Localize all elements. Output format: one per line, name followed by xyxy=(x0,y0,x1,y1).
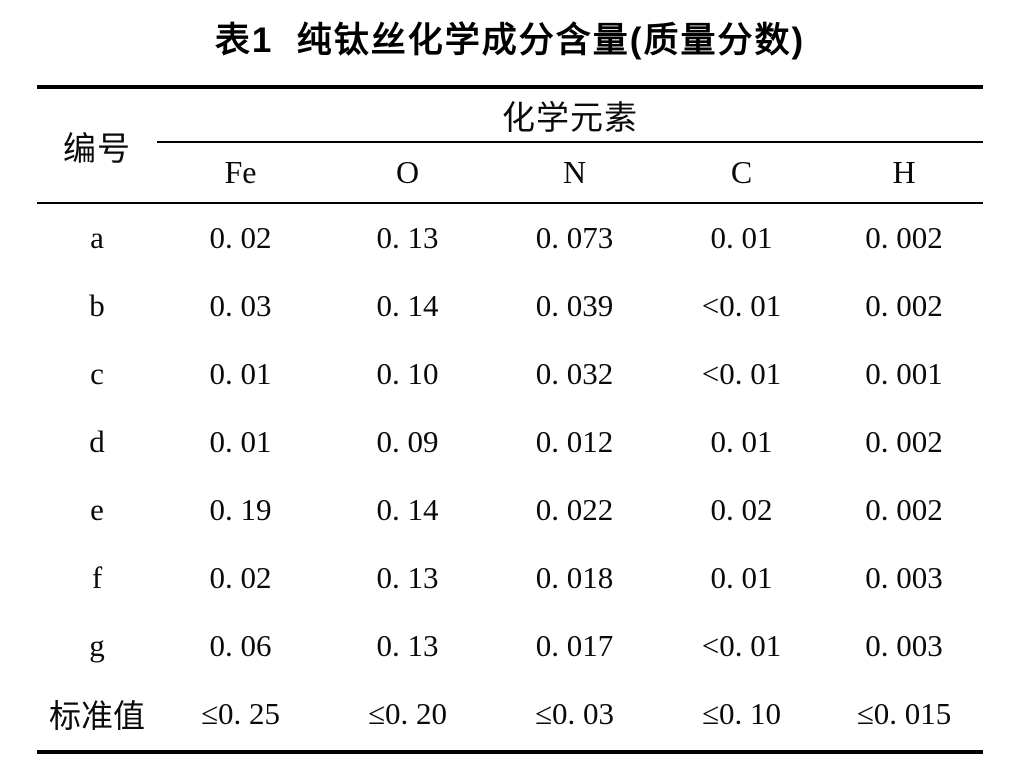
cell-c: <0. 01 xyxy=(701,356,782,391)
row-label: f xyxy=(91,560,103,595)
cell-h: 0. 001 xyxy=(865,356,943,391)
column-header-fe: Fe xyxy=(224,154,257,190)
cell-c: 0. 01 xyxy=(710,220,773,255)
table-header: 编号 化学元素 Fe O N C H xyxy=(37,89,983,204)
cell-o: 0. 09 xyxy=(376,424,439,459)
cell-n: 0. 018 xyxy=(535,560,614,595)
table-body: a 0. 02 0. 13 0. 073 0. 01 0. 002 b 0. 0… xyxy=(37,204,983,748)
table-row: g 0. 06 0. 13 0. 017 <0. 01 0. 003 xyxy=(37,612,983,680)
row-label: b xyxy=(89,288,105,323)
cell-fe: 0. 03 xyxy=(209,288,272,323)
column-header-id: 编号 xyxy=(63,129,131,167)
cell-h: 0. 002 xyxy=(865,288,943,323)
cell-h: 0. 003 xyxy=(865,628,943,663)
cell-h: 0. 002 xyxy=(865,424,943,459)
cell-n: 0. 012 xyxy=(535,424,614,459)
cell-h: ≤0. 015 xyxy=(856,696,952,731)
cell-fe: 0. 02 xyxy=(209,220,272,255)
cell-c: 0. 02 xyxy=(710,492,773,527)
cell-n: 0. 032 xyxy=(535,356,614,391)
cell-c: ≤0. 10 xyxy=(701,696,781,731)
cell-h: 0. 003 xyxy=(865,560,943,595)
row-label: g xyxy=(89,628,105,663)
table-row: b 0. 03 0. 14 0. 039 <0. 01 0. 002 xyxy=(37,272,983,340)
cell-fe: 0. 01 xyxy=(209,356,272,391)
table-row: f 0. 02 0. 13 0. 018 0. 01 0. 003 xyxy=(37,544,983,612)
table-row: c 0. 01 0. 10 0. 032 <0. 01 0. 001 xyxy=(37,340,983,408)
bottom-rule xyxy=(37,750,983,754)
element-symbols-row: Fe O N C H xyxy=(157,143,983,202)
cell-fe: 0. 02 xyxy=(209,560,272,595)
row-label: a xyxy=(90,220,104,255)
top-rule xyxy=(37,85,983,89)
row-label: e xyxy=(90,492,104,527)
cell-o: 0. 14 xyxy=(376,492,439,527)
cell-fe: 0. 19 xyxy=(209,492,272,527)
composition-table: 编号 化学元素 Fe O N C H a 0. 02 0. 13 0. 073 … xyxy=(37,85,983,754)
cell-n: 0. 017 xyxy=(535,628,614,663)
cell-fe: ≤0. 25 xyxy=(200,696,280,731)
cell-o: 0. 13 xyxy=(376,560,439,595)
table-row: a 0. 02 0. 13 0. 073 0. 01 0. 002 xyxy=(37,204,983,272)
row-label-standard: 标准值 xyxy=(48,698,145,734)
cell-o: ≤0. 20 xyxy=(367,696,447,731)
cell-c: 0. 01 xyxy=(710,424,773,459)
element-group: 化学元素 Fe O N C H xyxy=(157,89,983,202)
group-header-elements: 化学元素 xyxy=(157,89,983,143)
cell-fe: 0. 06 xyxy=(209,628,272,663)
table-row: e 0. 19 0. 14 0. 022 0. 02 0. 002 xyxy=(37,476,983,544)
row-label: c xyxy=(90,356,104,391)
cell-o: 0. 13 xyxy=(376,220,439,255)
cell-n: ≤0. 03 xyxy=(534,696,614,731)
table-row-standard: 标准值 ≤0. 25 ≤0. 20 ≤0. 03 ≤0. 10 ≤0. 015 xyxy=(37,680,983,748)
cell-o: 0. 14 xyxy=(376,288,439,323)
cell-h: 0. 002 xyxy=(865,492,943,527)
column-header-o: O xyxy=(395,154,420,190)
cell-n: 0. 022 xyxy=(535,492,614,527)
table-row: d 0. 01 0. 09 0. 012 0. 01 0. 002 xyxy=(37,408,983,476)
cell-c: <0. 01 xyxy=(701,288,782,323)
cell-n: 0. 073 xyxy=(535,220,614,255)
cell-c: <0. 01 xyxy=(701,628,782,663)
column-header-n: N xyxy=(562,154,587,190)
cell-n: 0. 039 xyxy=(535,288,614,323)
cell-o: 0. 13 xyxy=(376,628,439,663)
cell-o: 0. 10 xyxy=(376,356,439,391)
cell-fe: 0. 01 xyxy=(209,424,272,459)
cell-h: 0. 002 xyxy=(865,220,943,255)
column-header-h: H xyxy=(892,154,916,190)
table-caption: 表1 纯钛丝化学成分含量(质量分数) xyxy=(214,21,806,60)
cell-c: 0. 01 xyxy=(710,560,773,595)
row-label: d xyxy=(89,424,105,459)
column-header-c: C xyxy=(730,154,753,190)
